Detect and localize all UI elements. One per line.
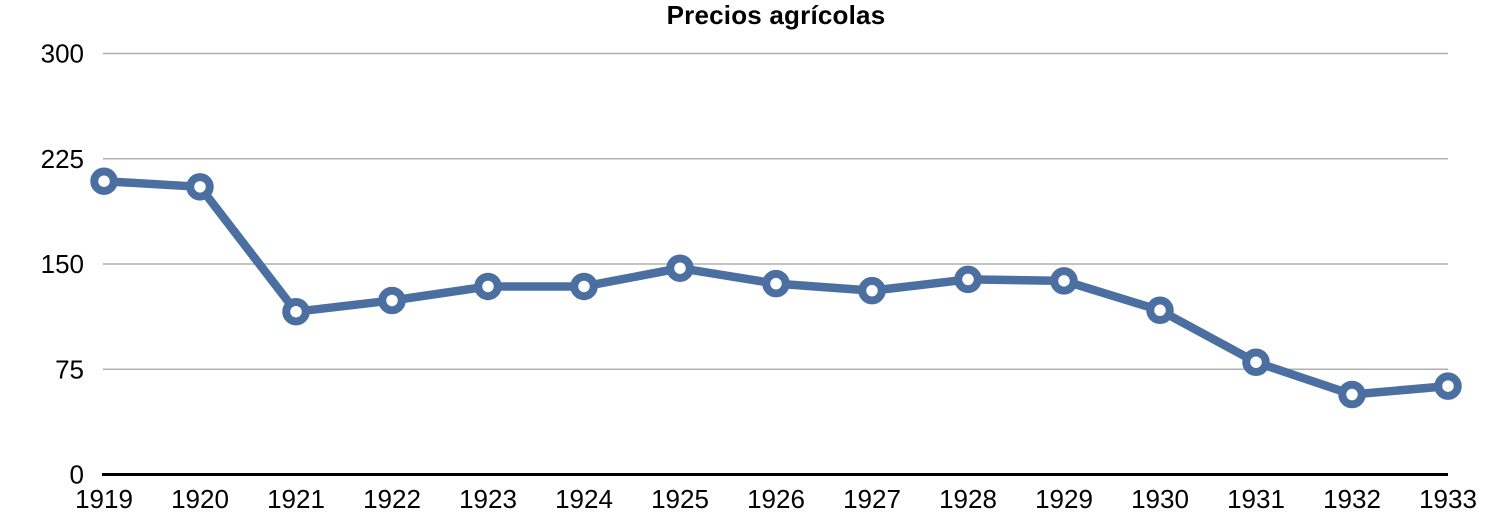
x-axis-tick-label: 1923 (459, 484, 517, 514)
y-axis-tick-label: 300 (41, 39, 84, 69)
data-point-marker-1927 (858, 276, 886, 305)
y-axis-tick-label: 225 (41, 144, 84, 174)
x-axis-tick-label: 1927 (843, 484, 901, 514)
x-axis-tick-label: 1919 (75, 484, 133, 514)
data-point-marker-1932 (1338, 380, 1366, 409)
x-axis-tick-label: 1929 (1035, 484, 1093, 514)
data-point-marker-1929 (1050, 267, 1078, 295)
x-axis-tick-label: 1924 (555, 484, 613, 514)
x-axis-tick-label: 1920 (171, 484, 229, 514)
x-axis-tick-label: 1921 (267, 484, 325, 514)
data-point-marker-1919 (90, 167, 118, 195)
data-point-marker-1931 (1242, 348, 1270, 376)
x-axis-tick-label: 1928 (939, 484, 997, 514)
data-point-marker-1922 (378, 286, 406, 315)
data-point-marker-1925 (666, 254, 694, 282)
y-axis-tick-label: 75 (55, 354, 84, 384)
x-axis-tick-label: 1930 (1131, 484, 1189, 514)
x-axis-tick-label: 1931 (1227, 484, 1285, 514)
data-point-marker-1923 (474, 272, 502, 301)
y-axis-tick-label: 150 (41, 249, 84, 279)
data-point-marker-1926 (762, 269, 790, 298)
x-axis-tick-label: 1926 (747, 484, 805, 514)
data-point-marker-1930 (1146, 296, 1174, 325)
data-point-marker-1921 (282, 297, 310, 326)
data-point-marker-1928 (954, 265, 982, 294)
y-gridlines (103, 52, 1448, 370)
x-axis-tick-label: 1922 (363, 484, 421, 514)
y-axis-tick-label: 0 (70, 460, 84, 490)
chart-title: Precios agrícolas (666, 0, 886, 30)
y-axis-labels: 0 75 150 225 300 (41, 39, 84, 490)
x-axis-tick-label: 1925 (651, 484, 709, 514)
data-point-markers (90, 167, 1462, 409)
data-point-marker-1933 (1434, 372, 1462, 400)
x-axis-tick-label: 1933 (1419, 484, 1477, 514)
x-axis-labels: 1919 1920 1921 1922 1923 1924 1925 1926 1927 1928… (75, 484, 1477, 514)
data-point-marker-1920 (186, 173, 214, 201)
x-axis-tick-label: 1932 (1323, 484, 1381, 514)
data-point-marker-1924 (570, 272, 598, 301)
